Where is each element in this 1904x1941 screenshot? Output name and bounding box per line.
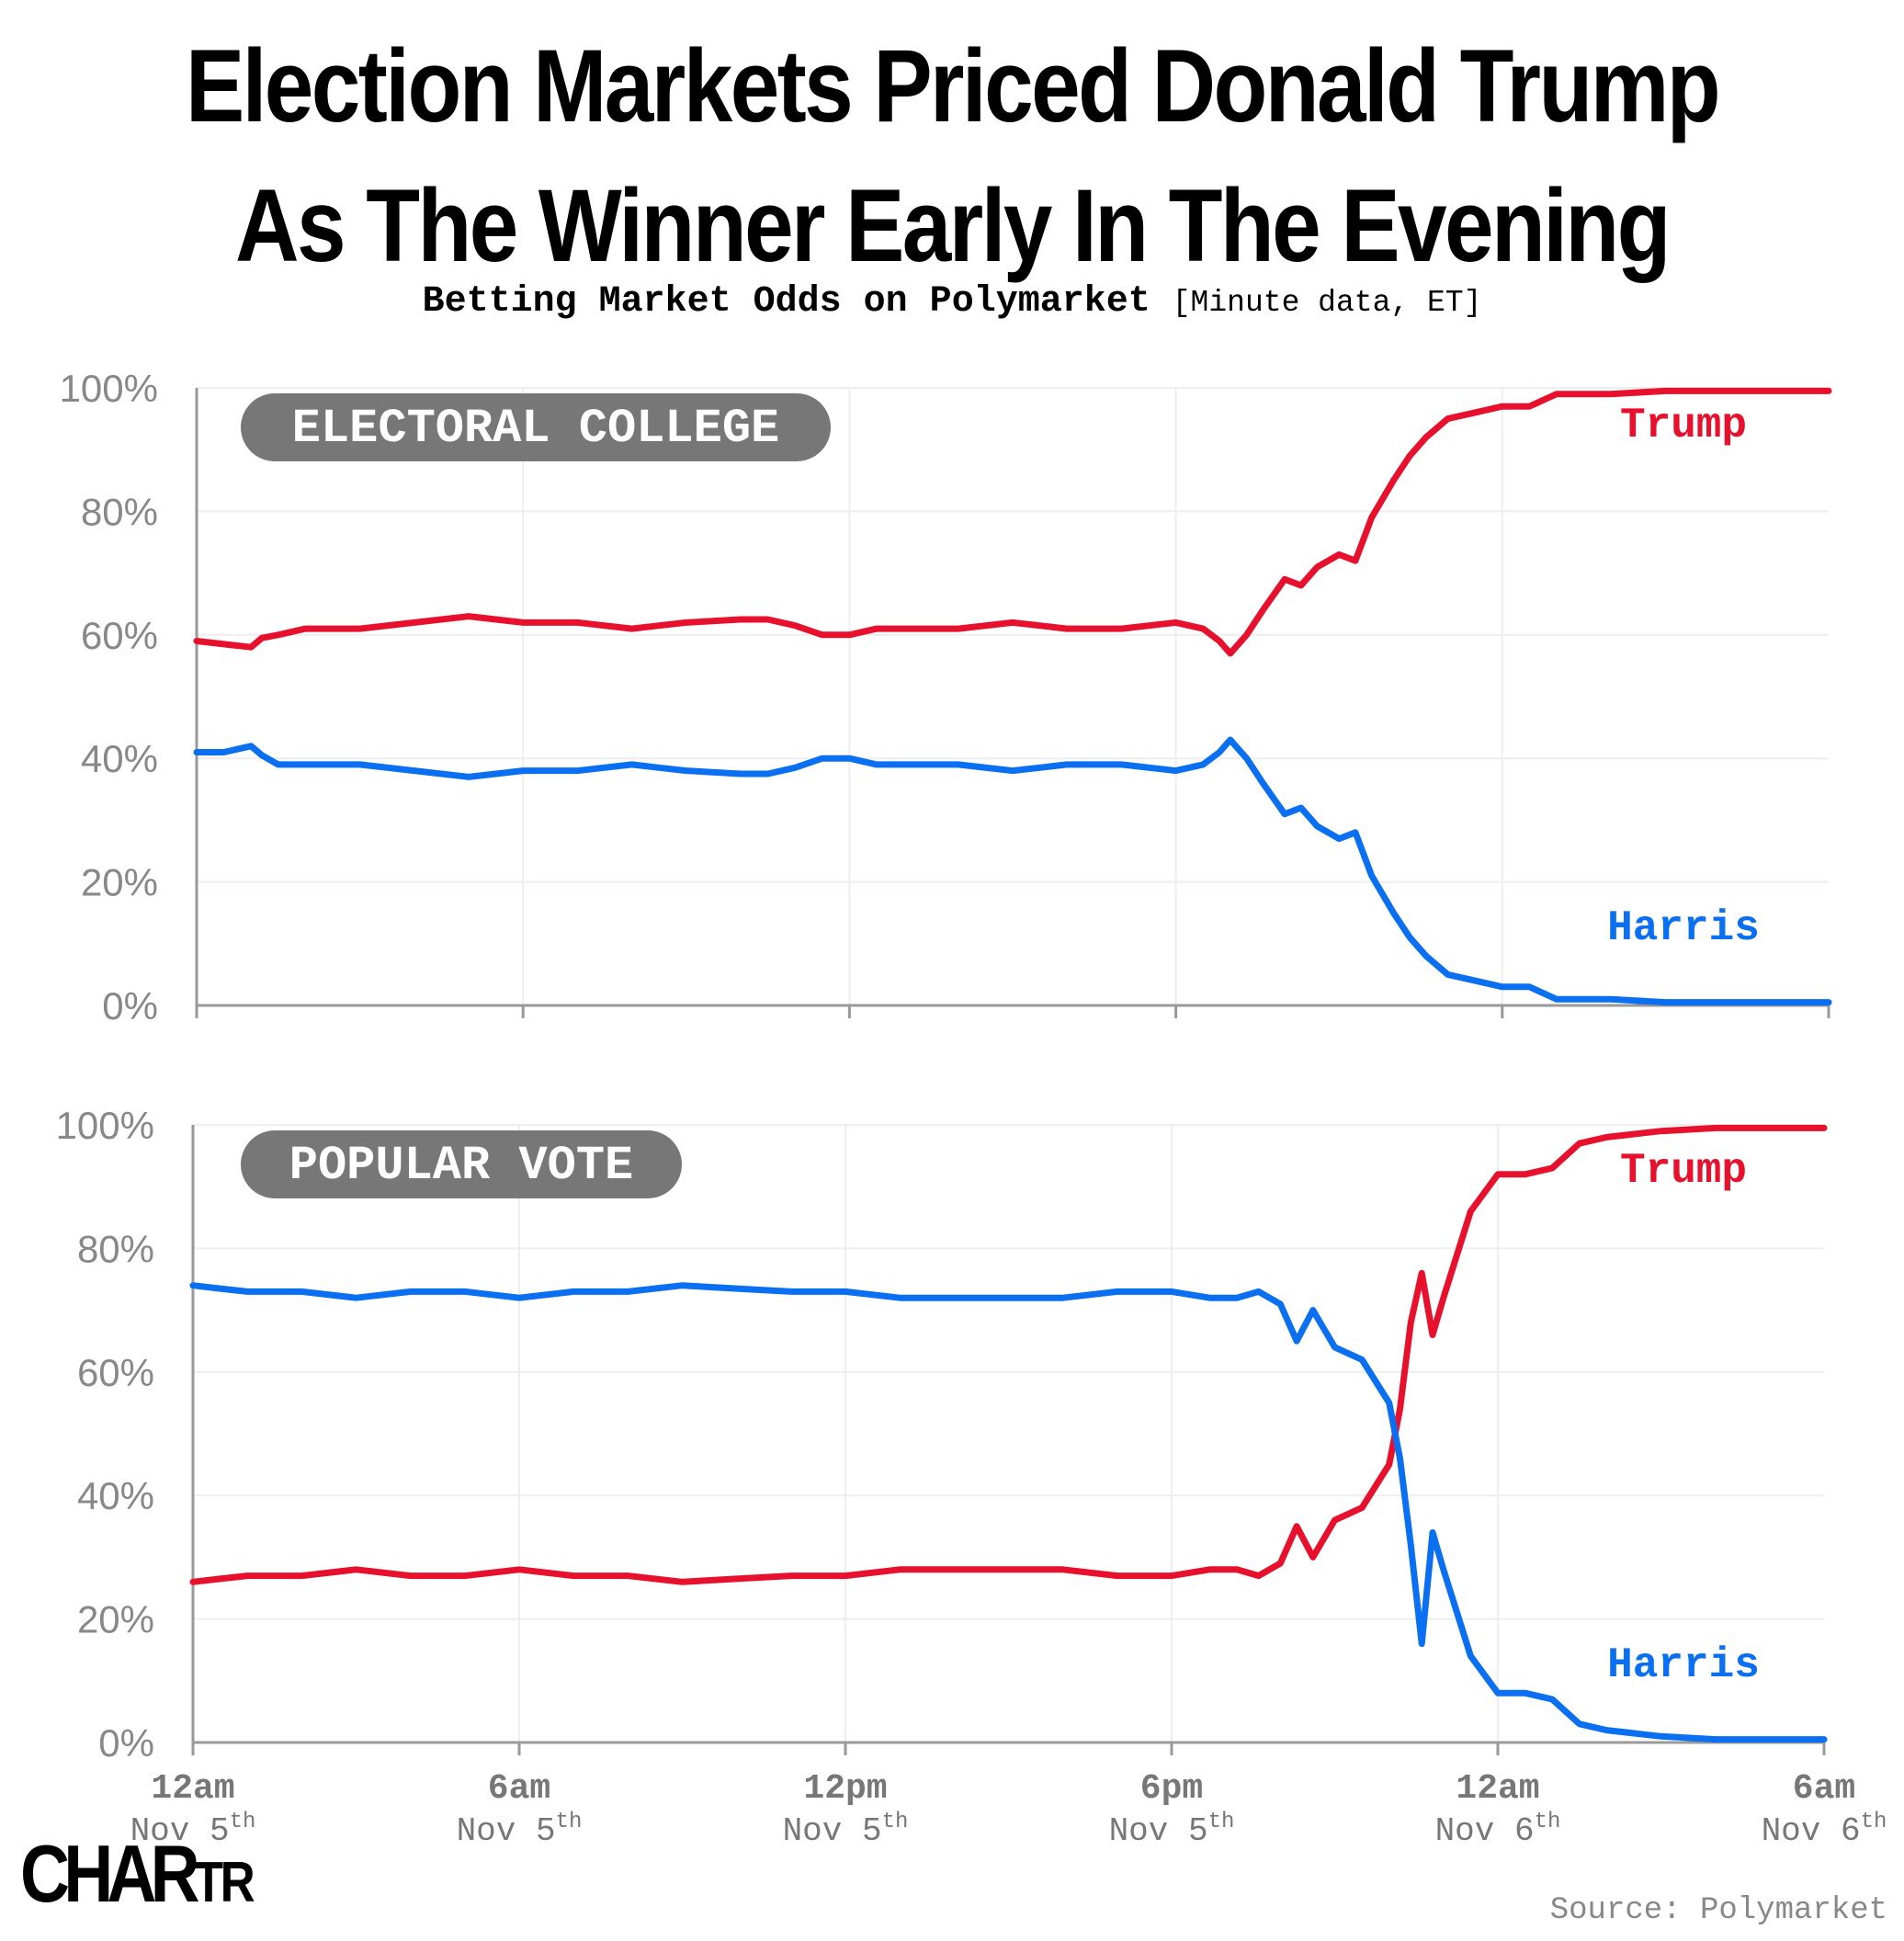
panel-label-pill xyxy=(241,1130,682,1198)
y-tick-label: 0% xyxy=(98,1721,154,1765)
x-tick-time-label: 12am xyxy=(1456,1769,1539,1809)
x-tick-date-label: Nov 5th xyxy=(457,1810,583,1850)
series-line-harris xyxy=(193,736,1832,1006)
series-label-trump: Trump xyxy=(1620,1147,1747,1195)
series-label-harris: Harris xyxy=(1607,1641,1760,1689)
y-tick-label: 80% xyxy=(77,1227,154,1270)
chart-title: Election Markets Priced Donald Trump As … xyxy=(133,17,1771,296)
title-line-1: Election Markets Priced Donald Trump xyxy=(185,28,1721,143)
panel-label-text: POPULAR VOTE xyxy=(289,1139,633,1193)
y-tick-label: 60% xyxy=(81,614,158,657)
x-tick-date-suffix: th xyxy=(1535,1810,1561,1834)
x-tick-date-label: Nov 5th xyxy=(1109,1810,1235,1850)
y-tick-label: 20% xyxy=(81,861,158,904)
title-line-2: As The Winner Early In The Evening xyxy=(235,168,1671,283)
logo-main: CHAR xyxy=(20,1828,200,1919)
series-label-harris: Harris xyxy=(1607,904,1760,952)
subtitle-main: Betting Market Odds on Polymarket xyxy=(422,281,1150,323)
logo-small: TR xyxy=(193,1851,255,1914)
x-tick-date-label: Nov 5th xyxy=(783,1810,909,1850)
series-label-trump: Trump xyxy=(1620,402,1747,449)
x-tick-date-suffix: th xyxy=(1861,1810,1887,1834)
series-line-harris xyxy=(189,1282,1828,1743)
source-note: Source: Polymarket xyxy=(1549,1893,1887,1928)
y-tick-label: 40% xyxy=(77,1474,154,1517)
x-tick-date-suffix: th xyxy=(1208,1810,1235,1834)
y-tick-label: 100% xyxy=(60,367,158,410)
y-tick-label: 80% xyxy=(81,490,158,533)
y-tick-label: 40% xyxy=(81,737,158,780)
panel-label-text: ELECTORAL COLLEGE xyxy=(292,402,780,456)
series-line-trump xyxy=(189,1124,1828,1585)
chartr-logo: CHARTR xyxy=(20,1827,255,1921)
y-tick-label: 0% xyxy=(102,984,158,1027)
x-tick-date-label: Nov 6th xyxy=(1762,1810,1887,1850)
chart-subtitle: Betting Market Odds on Polymarket [Minut… xyxy=(0,281,1904,323)
chart-panel-electoral-college: 100% 80% 60% 40% 20% 0% ELECTORAL COLLEGE Trump… xyxy=(60,367,1832,1027)
x-tick-time-label: 12am xyxy=(151,1769,234,1809)
x-tick-time-label: 6pm xyxy=(1140,1769,1203,1809)
x-tick-date-suffix: th xyxy=(230,1810,256,1834)
x-tick-date-label: Nov 5th xyxy=(130,1810,256,1850)
x-tick-date-suffix: th xyxy=(882,1810,909,1834)
x-tick-date-label: Nov 6th xyxy=(1435,1810,1561,1850)
series-line-trump xyxy=(193,387,1832,657)
x-tick-time-label: 6am xyxy=(1793,1769,1855,1809)
x-tick-date-suffix: th xyxy=(556,1810,583,1834)
subtitle-note: [Minute data, ET] xyxy=(1172,286,1482,320)
x-tick-time-label: 12pm xyxy=(803,1769,887,1809)
x-tick-time-label: 6am xyxy=(488,1769,550,1809)
y-tick-label: 100% xyxy=(56,1104,154,1147)
panel-label-pill xyxy=(241,393,831,461)
y-tick-label: 20% xyxy=(77,1598,154,1641)
y-tick-label: 60% xyxy=(77,1351,154,1394)
